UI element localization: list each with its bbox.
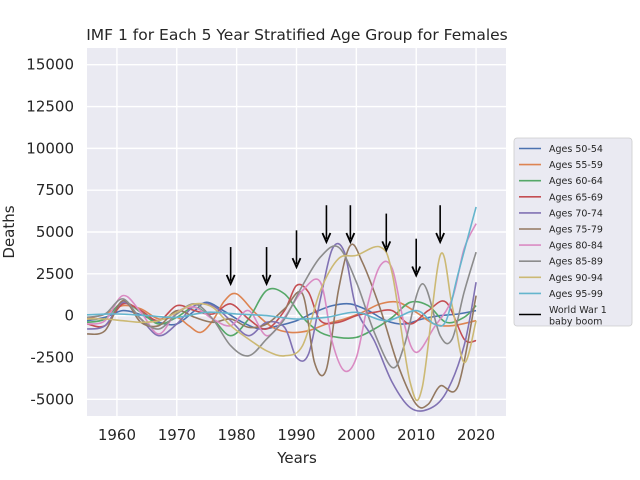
baby-boom-arrow: [291, 230, 302, 270]
baby-boom-arrow: [381, 213, 392, 253]
series-line-ages-85-89: [87, 245, 477, 369]
baby-boom-arrow: [411, 238, 422, 278]
baby-boom-arrow: [321, 205, 332, 245]
baby-boom-arrow: [261, 247, 272, 287]
legend-entry: Ages 55-59: [549, 160, 603, 171]
legend-entry: Ages 90-94: [549, 273, 603, 284]
y-tick-label: -2500: [30, 348, 74, 366]
legend-entry: Ages 65-69: [549, 192, 603, 203]
series-line-ages-80-84: [87, 223, 477, 373]
series-line-ages-70-74: [87, 242, 477, 412]
y-tick-label: 5000: [36, 223, 74, 241]
y-tick-label: 15000: [26, 56, 74, 74]
y-tick-label: -5000: [30, 390, 74, 408]
legend-entry: Ages 70-74: [549, 208, 603, 219]
series-line-ages-90-94: [87, 245, 477, 402]
series-lines: [87, 206, 477, 412]
y-tick-label: 12500: [26, 98, 74, 116]
x-axis-label: Years: [276, 449, 317, 467]
y-tick-label: 0: [64, 307, 74, 325]
legend-entry: Ages 50-54: [549, 144, 603, 155]
legend-entry: Ages 95-99: [549, 289, 603, 300]
x-tick-label: 1970: [158, 426, 196, 444]
x-tick-label: 2000: [337, 426, 375, 444]
y-tick-label: 2500: [36, 265, 74, 283]
legend-entry: Ages 75-79: [549, 225, 603, 236]
tick-labels: 1960 1970 1980 1990 2000 2010 2020 -5000 -2500 0 2…: [26, 56, 495, 444]
legend-box: [513, 137, 633, 327]
x-tick-label: 1990: [277, 426, 315, 444]
legend: Ages 50-54 Ages 55-59 Ages 60-64 Ages 65-69…: [513, 137, 633, 328]
x-tick-label: 1980: [218, 426, 256, 444]
baby-boom-arrows: [225, 205, 445, 287]
baby-boom-arrow: [345, 205, 356, 245]
x-tick-label: 2010: [397, 426, 435, 444]
legend-entry: Ages 60-64: [549, 176, 603, 187]
y-tick-label: 7500: [36, 181, 74, 199]
baby-boom-arrow: [435, 205, 445, 245]
series-line-ages-95-99: [87, 206, 477, 327]
y-tick-label: 10000: [26, 139, 74, 157]
legend-entry: Ages 85-89: [549, 257, 603, 268]
baby-boom-arrow: [225, 247, 236, 287]
legend-entry-annotation: baby boom: [549, 317, 602, 328]
legend-entry: Ages 80-84: [549, 241, 603, 252]
series-line-ages-75-79: [87, 243, 477, 409]
y-axis-label: Deaths: [0, 205, 18, 258]
x-tick-label: 2020: [457, 426, 495, 444]
legend-entry-annotation: World War 1: [549, 305, 607, 316]
chart-title: IMF 1 for Each 5 Year Stratified Age Gro…: [86, 26, 508, 44]
x-tick-label: 1960: [98, 426, 136, 444]
